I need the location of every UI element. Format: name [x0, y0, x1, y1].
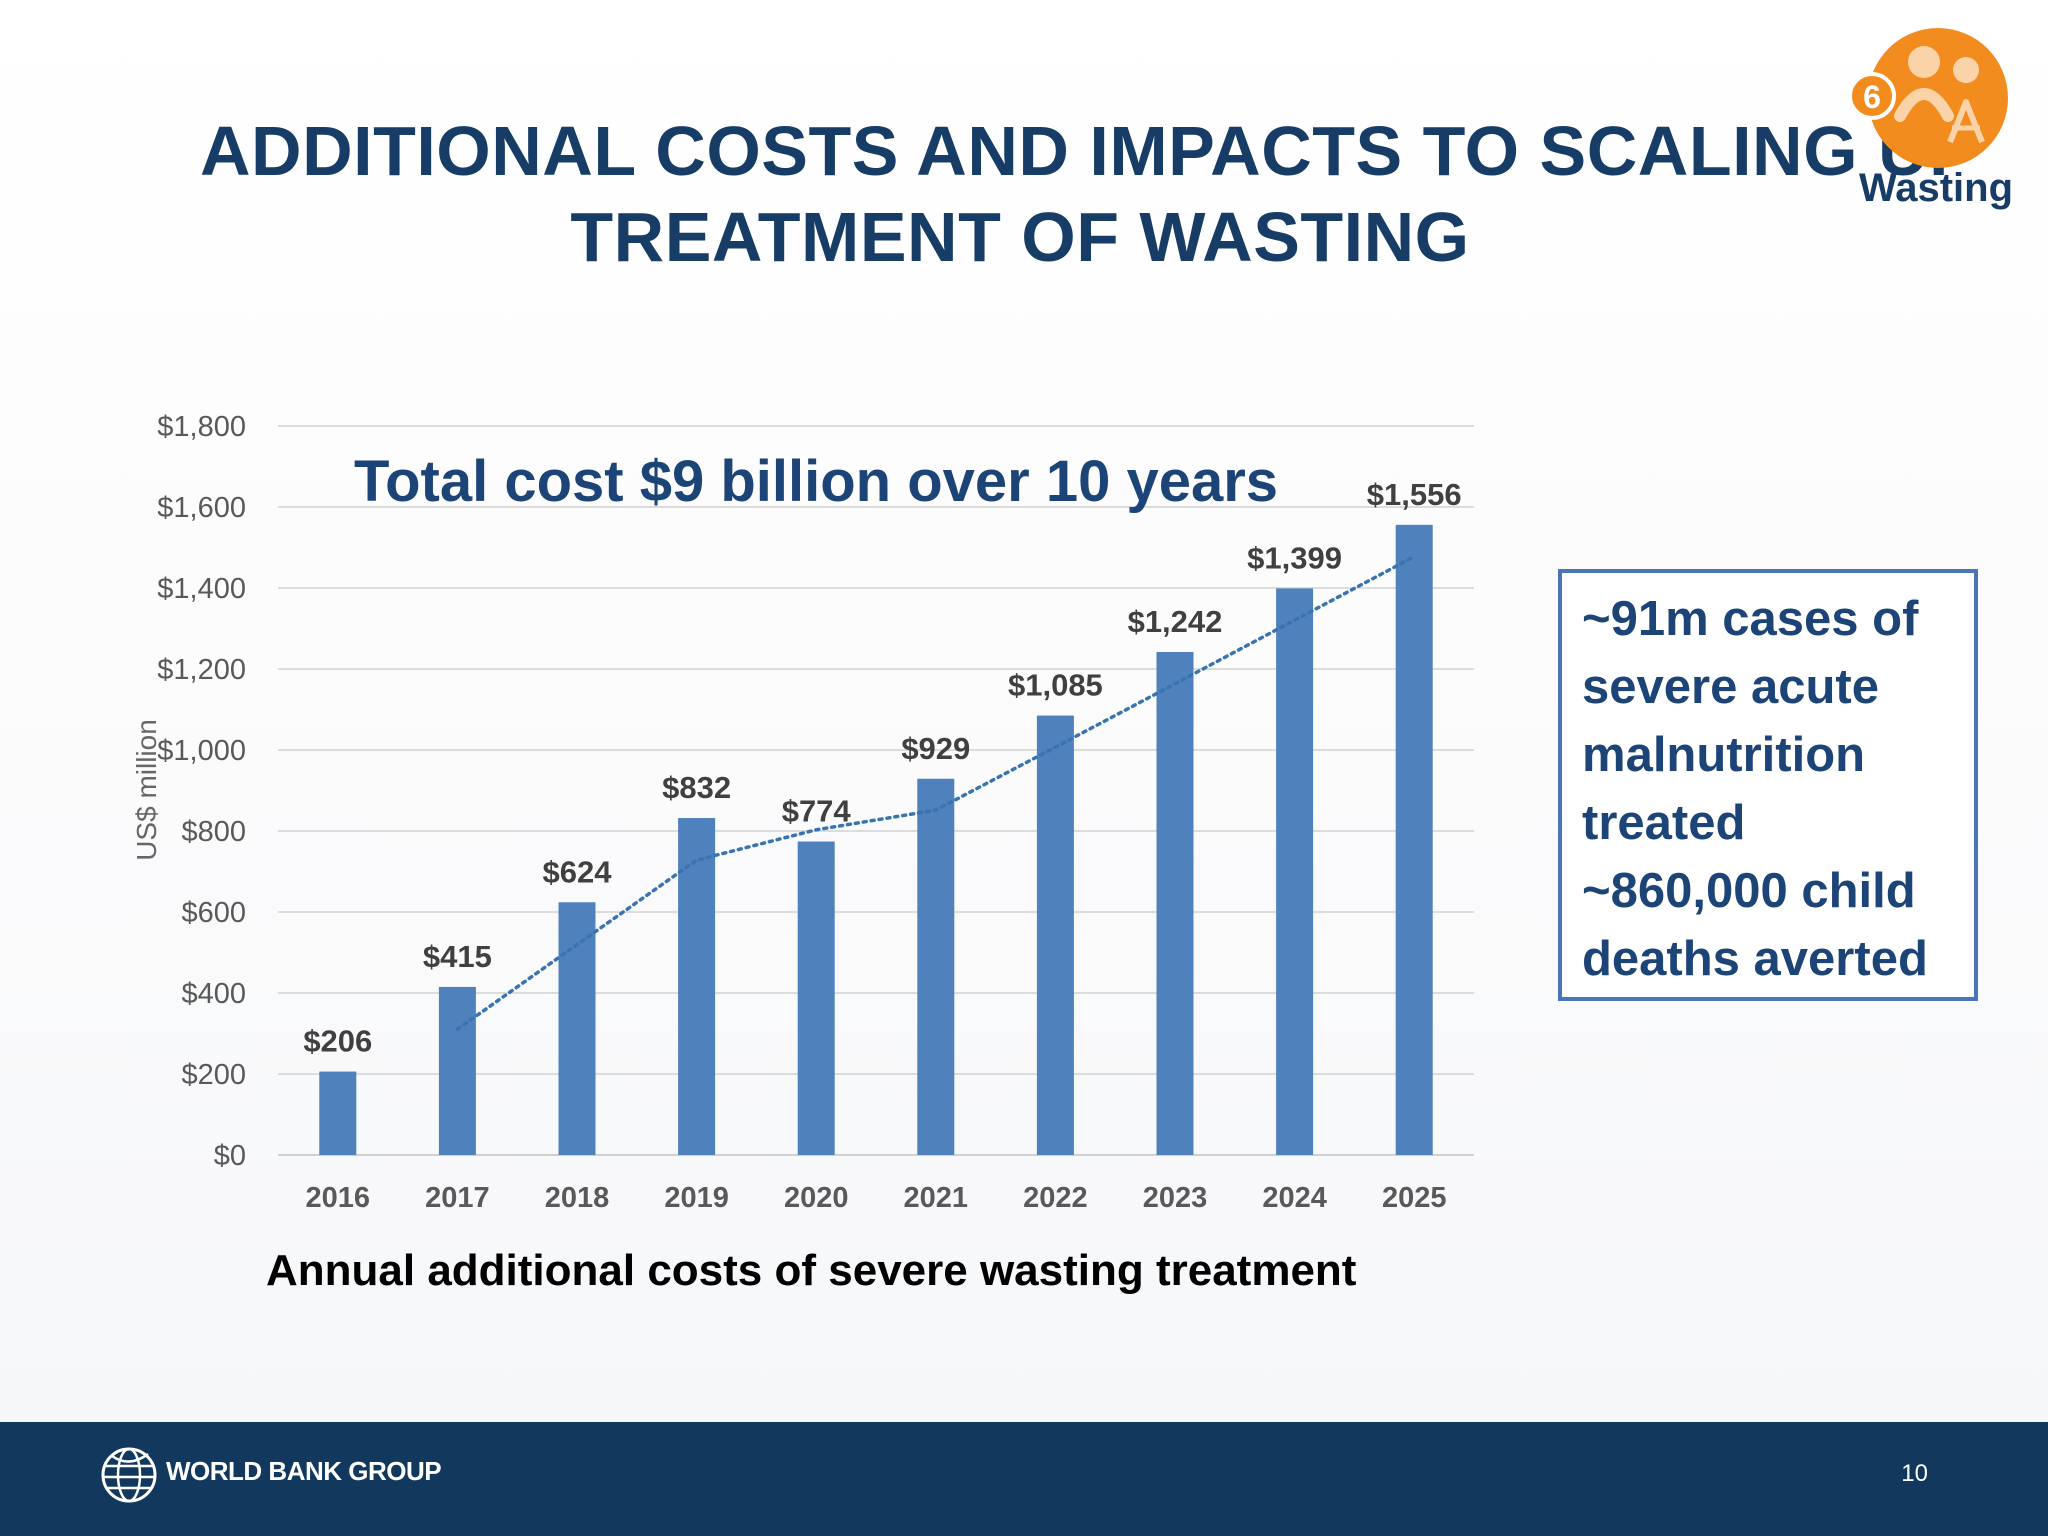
footer-bar — [0, 1422, 2048, 1536]
bars — [319, 524, 1433, 1155]
bar-2020 — [797, 841, 835, 1155]
callout-line: severe acute — [1582, 660, 1879, 714]
callout-line: treated — [1582, 796, 1746, 850]
slide-title: ADDITIONAL COSTS AND IMPACTS TO SCALING … — [200, 108, 1977, 280]
x-axis-ticks: 2016 2017 2018 2019 2020 2021 2022 2023 2024 2025 — [306, 1182, 1447, 1214]
data-label: $206 — [303, 1024, 372, 1059]
y-tick-label: $200 — [181, 1059, 246, 1091]
bar-2017 — [438, 986, 476, 1155]
y-tick-label: $1,800 — [157, 411, 246, 443]
y-tick-label: $0 — [214, 1140, 246, 1172]
callout-line: ~860,000 child — [1582, 864, 1916, 918]
wasting-badge-icon: 6 — [1848, 28, 2008, 168]
data-label: $1,085 — [1008, 668, 1103, 703]
y-tick-label: $1,200 — [157, 654, 246, 686]
impact-callout-box: ~91m cases of severe acute malnutrition … — [1558, 569, 1978, 1001]
x-tick-label: 2024 — [1262, 1182, 1327, 1214]
data-label: $832 — [662, 770, 731, 805]
bar-2023 — [1156, 651, 1194, 1155]
y-tick-label: $1,600 — [157, 492, 246, 524]
y-tick-label: $600 — [181, 897, 246, 929]
callout-line: deaths averted — [1582, 932, 1928, 986]
slide-title-line-1: ADDITIONAL COSTS AND IMPACTS TO SCALING … — [200, 112, 1977, 190]
bar-2019 — [678, 818, 716, 1155]
y-tick-label: $1,400 — [157, 573, 246, 605]
cost-bar-chart: $0 $200 $400 $600 $800 $1,000 $1,200 $1,400 $1,6… — [131, 411, 1474, 1295]
data-label: $1,399 — [1247, 540, 1342, 575]
bar-2024 — [1276, 588, 1314, 1155]
data-label: $774 — [782, 794, 852, 829]
y-axis-ticks: $0 $200 $400 $600 $800 $1,000 $1,200 $1,400 $1,6… — [157, 411, 246, 1172]
badge-number: 6 — [1863, 79, 1881, 115]
bar-2025 — [1395, 524, 1433, 1155]
x-tick-label: 2020 — [784, 1182, 849, 1214]
x-tick-label: 2021 — [904, 1182, 969, 1214]
callout-line: ~91m cases of — [1582, 592, 1919, 646]
x-tick-label: 2018 — [545, 1182, 610, 1214]
x-tick-label: 2017 — [425, 1182, 490, 1214]
data-label: $415 — [423, 939, 492, 974]
x-tick-label: 2016 — [306, 1182, 371, 1214]
page-number: 10 — [1901, 1460, 1928, 1487]
x-tick-label: 2023 — [1143, 1182, 1208, 1214]
bar-2016 — [319, 1071, 357, 1155]
x-tick-label: 2025 — [1382, 1182, 1447, 1214]
x-tick-label: 2019 — [664, 1182, 729, 1214]
callout-line: malnutrition — [1582, 728, 1866, 782]
data-label: $1,242 — [1128, 604, 1223, 639]
bar-2018 — [558, 902, 596, 1155]
y-tick-label: $1,000 — [157, 735, 246, 767]
data-label: $929 — [901, 731, 970, 766]
chart-title: Total cost $9 billion over 10 years — [354, 449, 1278, 514]
gridlines — [278, 425, 1474, 1156]
x-tick-label: 2022 — [1023, 1182, 1088, 1214]
x-axis-caption: Annual additional costs of severe wastin… — [266, 1246, 1357, 1295]
y-tick-label: $400 — [181, 978, 246, 1010]
y-tick-label: $800 — [181, 816, 246, 848]
bar-2021 — [917, 778, 955, 1155]
slide-title-line-2: TREATMENT OF WASTING — [570, 198, 1470, 276]
moving-average-trendline — [455, 554, 1416, 1031]
badge-label: Wasting — [1858, 166, 2014, 210]
trendline-group — [455, 554, 1416, 1031]
bar-2022 — [1036, 715, 1074, 1155]
world-bank-globe-icon — [101, 1447, 157, 1503]
data-label: $1,556 — [1367, 477, 1462, 512]
data-labels: $206 $415 $624 $832 $774 $929 $1,085 $1,242 $1,3… — [303, 477, 1461, 1059]
footer-org-name: WORLD BANK GROUP — [166, 1456, 442, 1486]
data-label: $624 — [543, 854, 613, 889]
y-axis-label: US$ million — [131, 719, 162, 861]
